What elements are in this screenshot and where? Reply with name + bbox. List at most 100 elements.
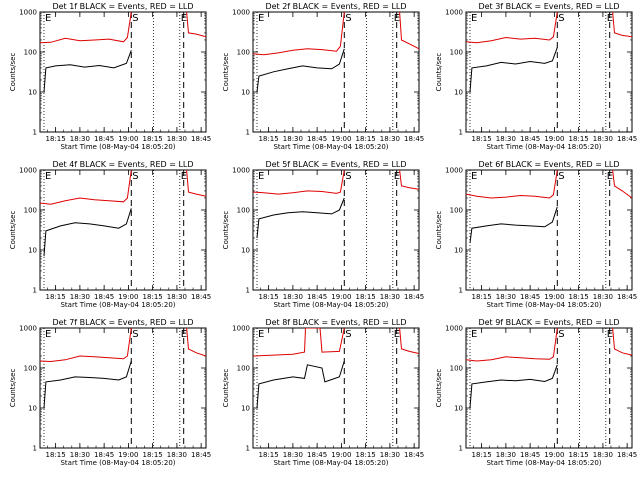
y-tick-label: 1 <box>246 445 250 453</box>
x-tick-label: 19:00 <box>331 451 351 459</box>
x-tick-label: 18:15 <box>356 451 376 459</box>
y-tick-label: 1 <box>33 445 37 453</box>
y-axis-label: Counts/sec <box>222 369 230 408</box>
x-axis-label: Start Time (08-May-04 18:05:20) <box>273 459 388 467</box>
lld-series-line <box>253 170 345 195</box>
lld-series-line <box>399 170 419 190</box>
x-tick-label: 18:45 <box>191 135 211 143</box>
y-tick-label: 100 <box>237 365 250 373</box>
x-tick-label: 19:00 <box>544 451 564 459</box>
x-tick-label: 18:15 <box>46 451 66 459</box>
x-axis-label: Start Time (08-May-04 18:05:20) <box>273 143 388 151</box>
x-tick-label: 18:30 <box>167 451 187 459</box>
x-tick-label: 18:45 <box>617 293 637 301</box>
x-tick-label: 18:15 <box>259 135 279 143</box>
x-axis-label: Start Time (08-May-04 18:05:20) <box>486 301 601 309</box>
event-marker-label: E <box>607 13 613 24</box>
lld-series-line <box>612 12 632 38</box>
x-tick-label: 18:45 <box>191 451 211 459</box>
x-tick-label: 18:30 <box>593 451 613 459</box>
y-axis-label: Counts/sec <box>435 369 443 408</box>
lld-series-line <box>186 12 206 38</box>
x-tick-label: 18:45 <box>94 293 114 301</box>
events-series-line <box>43 360 132 409</box>
y-axis-label: Counts/sec <box>9 369 17 408</box>
x-tick-label: 19:00 <box>331 293 351 301</box>
x-tick-label: 18:45 <box>520 293 540 301</box>
x-tick-label: 18:15 <box>472 135 492 143</box>
x-tick-label: 18:30 <box>380 135 400 143</box>
panel-title: Det 1f BLACK = Events, RED = LLD <box>52 2 193 11</box>
y-tick-label: 100 <box>237 207 250 215</box>
event-marker-label: S <box>345 329 351 340</box>
x-tick-label: 18:15 <box>569 293 589 301</box>
detector-panel-4: Det 4f BLACK = Events, RED = LLD 1 10 100 10… <box>9 160 211 309</box>
event-marker-label: S <box>132 13 138 24</box>
events-series-line <box>256 197 345 239</box>
event-marker-label: E <box>394 329 400 340</box>
panel-title: Det 2f BLACK = Events, RED = LLD <box>265 2 406 11</box>
x-tick-label: 18:45 <box>404 135 424 143</box>
y-tick-label: 1000 <box>445 167 463 175</box>
x-tick-label: 18:30 <box>380 293 400 301</box>
y-tick-label: 1000 <box>445 325 463 333</box>
lld-series-line <box>466 12 558 44</box>
lld-series-line <box>253 328 345 357</box>
x-tick-label: 18:30 <box>380 451 400 459</box>
x-tick-label: 18:30 <box>70 293 90 301</box>
lld-series-line <box>399 12 419 50</box>
x-tick-label: 18:30 <box>167 135 187 143</box>
panel-title: Det 5f BLACK = Events, RED = LLD <box>265 160 406 169</box>
panel-title: Det 6f BLACK = Events, RED = LLD <box>478 160 619 169</box>
x-tick-label: 18:30 <box>283 293 303 301</box>
event-marker-label: E <box>45 329 51 340</box>
y-tick-label: 1000 <box>19 325 37 333</box>
events-series-line <box>43 50 132 93</box>
event-marker-label: E <box>181 13 187 24</box>
x-tick-label: 18:45 <box>94 135 114 143</box>
x-tick-label: 19:00 <box>544 293 564 301</box>
y-tick-label: 10 <box>28 89 37 97</box>
lld-series-line <box>40 328 132 363</box>
events-series-line <box>256 360 345 409</box>
detector-panel-6: Det 6f BLACK = Events, RED = LLD 1 10 100 10… <box>435 160 637 309</box>
x-tick-label: 18:45 <box>404 293 424 301</box>
x-tick-label: 18:45 <box>94 451 114 459</box>
x-tick-label: 18:15 <box>259 293 279 301</box>
y-tick-label: 10 <box>241 89 250 97</box>
y-tick-label: 1 <box>33 287 37 295</box>
y-tick-label: 100 <box>450 49 463 57</box>
x-tick-label: 18:15 <box>569 135 589 143</box>
y-axis-label: Counts/sec <box>222 53 230 92</box>
event-marker-label: S <box>345 171 351 182</box>
x-axis-label: Start Time (08-May-04 18:05:20) <box>60 143 175 151</box>
x-tick-label: 18:30 <box>167 293 187 301</box>
detector-panel-8: Det 8f BLACK = Events, RED = LLD 1 10 100 10… <box>222 318 424 467</box>
x-tick-label: 18:15 <box>46 293 66 301</box>
events-series-line <box>43 208 132 257</box>
x-tick-label: 18:15 <box>472 451 492 459</box>
x-tick-label: 18:15 <box>143 293 163 301</box>
panel-title: Det 3f BLACK = Events, RED = LLD <box>478 2 619 11</box>
y-tick-label: 10 <box>454 89 463 97</box>
y-tick-label: 1000 <box>19 167 37 175</box>
detector-panel-2: Det 2f BLACK = Events, RED = LLD 1 10 100 10… <box>222 2 424 151</box>
y-tick-label: 1 <box>33 129 37 137</box>
event-marker-label: E <box>607 329 613 340</box>
y-tick-label: 1000 <box>445 9 463 17</box>
y-tick-label: 1 <box>459 445 463 453</box>
y-tick-label: 1000 <box>19 9 37 17</box>
x-tick-label: 18:30 <box>283 451 303 459</box>
lld-series-line <box>612 328 632 356</box>
lld-series-line <box>40 12 132 44</box>
y-tick-label: 10 <box>28 247 37 255</box>
panel-title: Det 9f BLACK = Events, RED = LLD <box>478 318 619 327</box>
x-tick-label: 18:45 <box>520 135 540 143</box>
x-tick-label: 18:30 <box>593 135 613 143</box>
y-tick-label: 10 <box>28 405 37 413</box>
event-marker-label: E <box>471 171 477 182</box>
x-tick-label: 18:45 <box>520 451 540 459</box>
y-tick-label: 1000 <box>232 9 250 17</box>
event-marker-label: E <box>258 329 264 340</box>
x-tick-label: 19:00 <box>118 293 138 301</box>
